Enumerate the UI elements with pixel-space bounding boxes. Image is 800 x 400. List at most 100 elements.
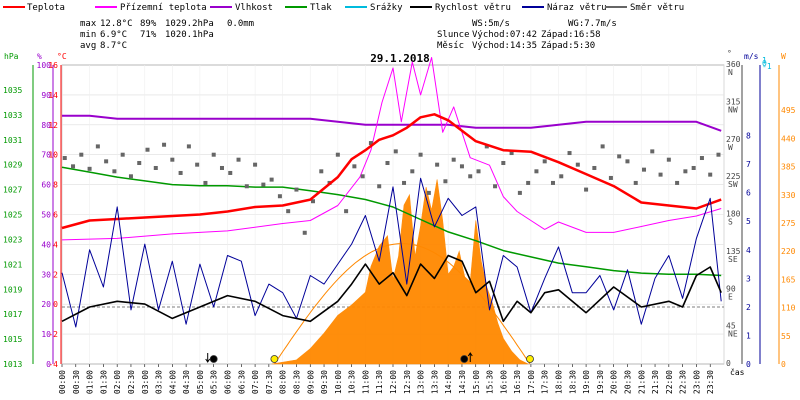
tick-label-celsius: 0 xyxy=(53,300,58,309)
wind-direction-point xyxy=(584,187,589,192)
sunrise-marker xyxy=(270,355,279,363)
tick-label-time: 17:30 xyxy=(541,370,550,394)
wind-direction-point xyxy=(666,157,671,162)
axis-label-time: čas xyxy=(730,367,745,377)
ground-temperature-line xyxy=(61,57,722,241)
tick-label-direction: 45 xyxy=(726,322,736,331)
tick-label-time: 15:00 xyxy=(472,370,481,394)
wind-direction-point xyxy=(377,184,382,189)
tick-label-hpa: 1021 xyxy=(3,260,22,269)
tick-label-wind: 8 xyxy=(746,131,751,140)
tick-label-direction-name: S xyxy=(728,218,733,227)
tick-label-celsius: 2 xyxy=(53,270,58,279)
legend-item-wind-direction: Směr větru xyxy=(605,3,684,13)
tick-label-direction: 180 xyxy=(726,210,741,219)
tick-label-wind: 5 xyxy=(746,217,751,226)
wind-direction-point xyxy=(335,152,340,157)
stat-max-pressure: 1029.2hPa xyxy=(165,19,214,29)
wind-direction-point xyxy=(62,156,67,161)
tick-label-direction-name: NE xyxy=(728,330,738,339)
info-sun-label: Slunce xyxy=(437,30,470,40)
tick-label-time: 11:30 xyxy=(375,370,384,394)
wind-direction-point xyxy=(443,179,448,184)
tick-label-percent: 30 xyxy=(41,270,51,279)
tick-label-direction: 360 xyxy=(726,60,741,69)
axis-unit-hpa: hPa xyxy=(4,52,19,61)
wind-direction-point xyxy=(162,142,167,147)
tick-label-celsius: 4 xyxy=(53,240,58,249)
tick-label-solar: 165 xyxy=(781,275,796,284)
stat-avg-label: avg xyxy=(80,41,96,51)
wind-direction-point xyxy=(269,177,274,182)
tick-label-celsius: 6 xyxy=(53,211,58,220)
tick-label-time: 14:00 xyxy=(444,370,453,394)
wind-direction-point xyxy=(71,164,76,169)
tick-label-solar: 110 xyxy=(781,304,796,313)
tick-label-percent: 0 xyxy=(46,360,51,369)
tick-label-time: 04:00 xyxy=(168,370,177,394)
wind-direction-point xyxy=(559,174,564,179)
axis-unit-degree: ° xyxy=(727,49,732,58)
tick-label-time: 00:00 xyxy=(58,370,67,394)
tick-label-time: 13:00 xyxy=(417,370,426,394)
tick-label-direction: 135 xyxy=(726,247,741,256)
wind-direction-point xyxy=(302,230,307,235)
tick-label-time: 12:00 xyxy=(389,370,398,394)
wind-direction-point xyxy=(550,180,555,185)
tick-label-solar: 275 xyxy=(781,219,796,228)
wind-direction-point xyxy=(137,161,142,166)
stat-max-humidity: 89% xyxy=(140,19,157,29)
wind-direction-point xyxy=(600,144,605,149)
wind-direction-point xyxy=(186,144,191,149)
legend-label-humidity: Vlhkost xyxy=(235,3,273,13)
tick-label-percent: 70 xyxy=(41,151,51,160)
tick-label-time: 23:30 xyxy=(706,370,715,394)
wind-direction-point xyxy=(691,165,696,170)
tick-label-time: 22:00 xyxy=(665,370,674,394)
tick-label-time: 05:00 xyxy=(196,370,205,394)
wind-direction-point xyxy=(128,174,133,179)
tick-label-percent: 80 xyxy=(41,121,51,130)
wind-gust-line xyxy=(61,177,722,328)
tick-label-time: 16:30 xyxy=(513,370,522,394)
tick-label-wind: 2 xyxy=(746,303,751,312)
wind-direction-point xyxy=(708,172,713,177)
wind-direction-point xyxy=(509,151,514,156)
legend-item-wind-speed: Rychlost větru xyxy=(410,3,511,13)
wind-direction-point xyxy=(658,172,663,177)
legend-item-rain: Srážky xyxy=(345,3,403,13)
tick-label-direction: 225 xyxy=(726,172,741,181)
tick-label-time: 03:30 xyxy=(155,370,164,394)
wind-direction-point xyxy=(236,157,241,162)
legend-item-wind-gust: Náraz větru xyxy=(522,3,607,13)
wind-direction-point xyxy=(592,165,597,170)
wind-direction-point xyxy=(484,144,489,149)
wind-direction-point xyxy=(203,180,208,185)
tick-label-hpa: 1031 xyxy=(3,136,22,145)
tick-label-time: 00:30 xyxy=(72,370,81,394)
wind-direction-point xyxy=(352,164,357,169)
wind-direction-point xyxy=(95,144,100,149)
wind-direction-point xyxy=(675,180,680,185)
wind-direction-point xyxy=(393,149,398,154)
legend-label-temperature: Teplota xyxy=(27,3,65,13)
tick-label-time: 21:30 xyxy=(651,370,660,394)
wind-direction-point xyxy=(418,152,423,157)
tick-label-time: 18:30 xyxy=(568,370,577,394)
wind-direction-point xyxy=(410,169,415,174)
stat-min-temp: 6.9°C xyxy=(100,30,127,40)
tick-label-celsius: 10 xyxy=(48,151,58,160)
tick-label-percent: 90 xyxy=(41,91,51,100)
tick-label-direction-name: E xyxy=(728,292,733,301)
tick-label-rain: -1 xyxy=(762,62,772,71)
wind-direction-point xyxy=(435,162,440,167)
wind-direction-point xyxy=(219,165,224,170)
tick-label-solar: 55 xyxy=(781,332,791,341)
tick-label-time: 15:30 xyxy=(486,370,495,394)
axis-unit-percent: % xyxy=(37,52,42,61)
tick-label-time: 03:00 xyxy=(141,370,150,394)
tick-label-time: 08:30 xyxy=(292,370,301,394)
tick-label-celsius: 8 xyxy=(53,181,58,190)
stat-min-label: min xyxy=(80,30,96,40)
solar-radiation-area xyxy=(271,179,529,365)
